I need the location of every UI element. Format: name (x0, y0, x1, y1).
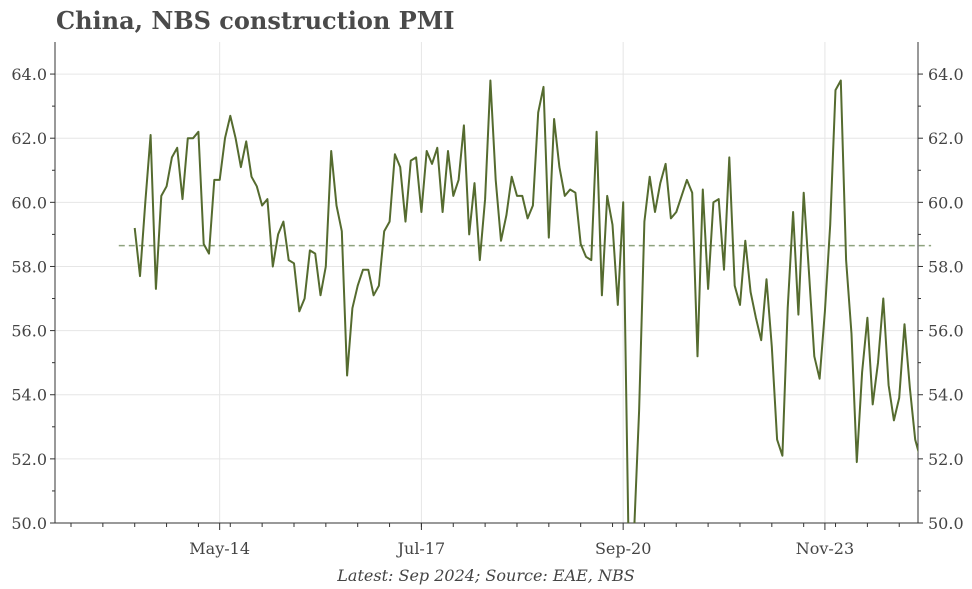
y-tick-label-right: 52.0 (928, 450, 964, 469)
axis-ticks (50, 73, 923, 530)
x-tick-label: Sep-20 (595, 539, 651, 558)
source-caption: Latest: Sep 2024; Source: EAE, NBS (337, 566, 635, 585)
y-tick-label-right: 56.0 (928, 322, 964, 341)
y-tick-label-left: 56.0 (11, 322, 47, 341)
y-tick-label-left: 52.0 (11, 450, 47, 469)
y-tick-label-left: 62.0 (11, 129, 47, 148)
chart-title: China, NBS construction PMI (56, 6, 455, 35)
y-tick-label-left: 64.0 (11, 65, 47, 84)
grid-lines (55, 42, 918, 523)
x-tick-label: Nov-23 (796, 539, 854, 558)
y-tick-label-left: 54.0 (11, 386, 47, 405)
tick-labels: 50.0 50.0 52.0 52.0 54.0 54.0 56.0 56.0 58.0 58.0… (11, 65, 963, 558)
y-tick-label-right: 58.0 (928, 257, 964, 276)
x-tick-label: May-14 (189, 539, 250, 558)
y-tick-label-right: 64.0 (928, 65, 964, 84)
y-tick-label-left: 58.0 (11, 257, 47, 276)
series-line (133, 79, 918, 523)
y-tick-label-right: 60.0 (928, 193, 964, 212)
y-tick-label-right: 54.0 (928, 386, 964, 405)
y-tick-label-left: 50.0 (11, 514, 47, 533)
y-tick-label-right: 50.0 (928, 514, 964, 533)
y-tick-label-left: 60.0 (11, 193, 47, 212)
x-tick-label: Jul-17 (396, 539, 446, 558)
y-tick-label-right: 62.0 (928, 129, 964, 148)
series-layer (133, 79, 918, 523)
